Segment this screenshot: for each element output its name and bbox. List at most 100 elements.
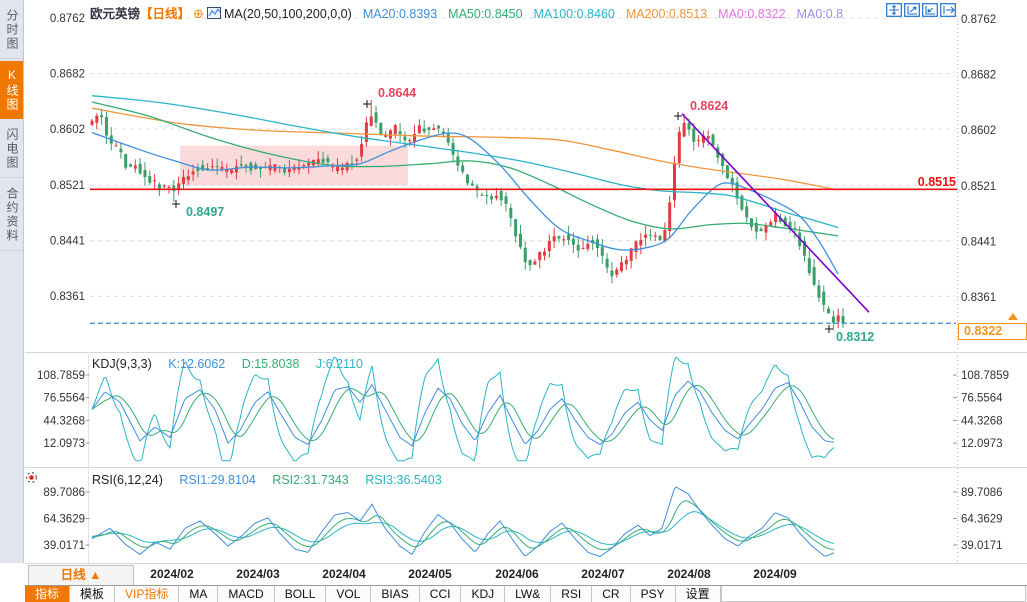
candle-up [581, 248, 585, 250]
axis-zoom-icon[interactable] [904, 3, 920, 17]
toolbar-button-PSY[interactable]: PSY [630, 586, 676, 602]
sidebar-tab-2[interactable]: K线图 [0, 61, 23, 119]
exit-chart-icon[interactable] [940, 3, 956, 17]
toolbar-filler [720, 586, 1026, 602]
candle-up [432, 128, 436, 130]
candle-up [562, 239, 566, 241]
candle-down [692, 128, 696, 142]
candle-down [437, 125, 441, 129]
candle-up [634, 241, 638, 252]
toolbar-button-BIAS[interactable]: BIAS [371, 586, 420, 602]
toolbar-button-CR[interactable]: CR [592, 586, 631, 602]
axis-tick-label: 0.8441 [50, 236, 85, 248]
axis-tick-label: 0.8682 [961, 70, 996, 82]
candle-down [610, 270, 614, 277]
rsi-panel-header: RSI(6,12,24) RSI1:29.8104 RSI2:31.7343 R… [92, 473, 442, 487]
axis-pan-icon[interactable] [922, 3, 938, 17]
toolbar-button-LW&[interactable]: LW& [505, 586, 552, 602]
candle-up [355, 159, 359, 161]
candle-up [162, 185, 166, 187]
oscillator-line-2 [91, 380, 835, 447]
axis-tick-label: 76.5564 [961, 393, 1003, 405]
candle-down [754, 222, 758, 232]
candle-down [788, 221, 792, 230]
candle-up [677, 131, 681, 163]
sidebar-tab-1[interactable]: 分时图 [0, 2, 23, 59]
candle-down [831, 316, 835, 323]
candle-down [157, 184, 161, 191]
axis-tick-label: 108.7859 [961, 370, 1009, 382]
candle-down [239, 164, 243, 166]
candle-down [721, 153, 725, 167]
candle-down [244, 165, 248, 168]
ma-value: MA20:0.8393 [362, 7, 438, 21]
ma-value: MA0:0.8 [796, 7, 844, 21]
candle-up [586, 243, 590, 249]
toolbar-button-BOLL[interactable]: BOLL [274, 586, 327, 602]
oscillator-line-2 [91, 486, 835, 558]
crosshair-icon[interactable] [886, 3, 902, 17]
axis-tick-label: 0.8361 [961, 292, 996, 304]
candle-up [615, 269, 619, 275]
toolbar-button-设置[interactable]: 设置 [675, 586, 721, 602]
price-annotation: 0.8497 [186, 205, 224, 219]
toolbar-button-VIP指标[interactable]: VIP指标 [115, 586, 180, 602]
candle-up [673, 162, 677, 201]
sidebar-tab-3[interactable]: 闪电图 [0, 121, 23, 178]
candle-up [95, 115, 99, 123]
toolbar-button-VOL[interactable]: VOL [326, 586, 372, 602]
candle-up [191, 171, 195, 175]
candle-up [653, 235, 657, 237]
candle-down [807, 258, 811, 274]
candle-up [547, 240, 551, 252]
date-label: 2024/03 [236, 567, 280, 581]
indicator-handle-icon[interactable] [25, 471, 38, 484]
chart-header: 欧元英镑【日线】 ⊕ MA(20,50,100,200,0,0) MA20:0.839… [90, 3, 843, 22]
ma-lines [91, 95, 839, 275]
candle-up [533, 261, 537, 265]
candle-down [648, 234, 652, 236]
toolbar-button-RSI[interactable]: RSI [551, 586, 593, 602]
candle-up [302, 165, 306, 167]
candle-down [403, 136, 407, 141]
toolbar-button-指标[interactable]: 指标 [25, 586, 71, 602]
candle-up [336, 166, 340, 172]
oscillator-line-1 [91, 385, 835, 442]
axis-tick-label: 44.3268 [43, 415, 85, 427]
axis-tick-label: 0.8602 [50, 124, 85, 136]
toolbar-button-CCI[interactable]: CCI [419, 586, 462, 602]
candle-down [100, 114, 104, 118]
axis-tick-label: 0.8361 [50, 291, 85, 303]
candle-up [316, 159, 320, 164]
date-label: 2024/05 [408, 567, 452, 581]
oscillator-line-1 [91, 500, 835, 551]
candle-up [764, 225, 768, 233]
candle-down [138, 163, 142, 174]
kdj-title: KDJ(9,3,3) [92, 357, 152, 371]
toolbar-button-MA[interactable]: MA [179, 586, 219, 602]
toolbar-button-MACD[interactable]: MACD [218, 586, 275, 602]
candle-up [620, 262, 624, 272]
add-indicator-icon[interactable]: ⊕ [193, 6, 204, 21]
mini-chart-icon [206, 7, 221, 19]
period-selector-button[interactable]: 日线 ▲ [28, 565, 134, 586]
candle-up [297, 166, 301, 170]
candle-up [769, 221, 773, 226]
candle-down [350, 163, 354, 165]
candle-down [711, 134, 715, 146]
symbol-name: 欧元英镑 [90, 7, 141, 21]
axis-tick-label: 39.0171 [43, 540, 85, 552]
toolbar-button-模板[interactable]: 模板 [70, 586, 116, 602]
toolbar-button-KDJ[interactable]: KDJ [461, 586, 506, 602]
price-annotation: 0.8644 [378, 86, 416, 100]
candle-down [557, 236, 561, 239]
candle-down [172, 185, 176, 191]
ma50-line [91, 101, 839, 237]
candle-up [210, 166, 214, 168]
candle-down [143, 169, 147, 178]
candle-up [133, 165, 137, 169]
candle-down [206, 168, 210, 170]
price-up-arrow-icon [1008, 313, 1018, 320]
sidebar-tab-4[interactable]: 合约资料 [0, 180, 23, 251]
